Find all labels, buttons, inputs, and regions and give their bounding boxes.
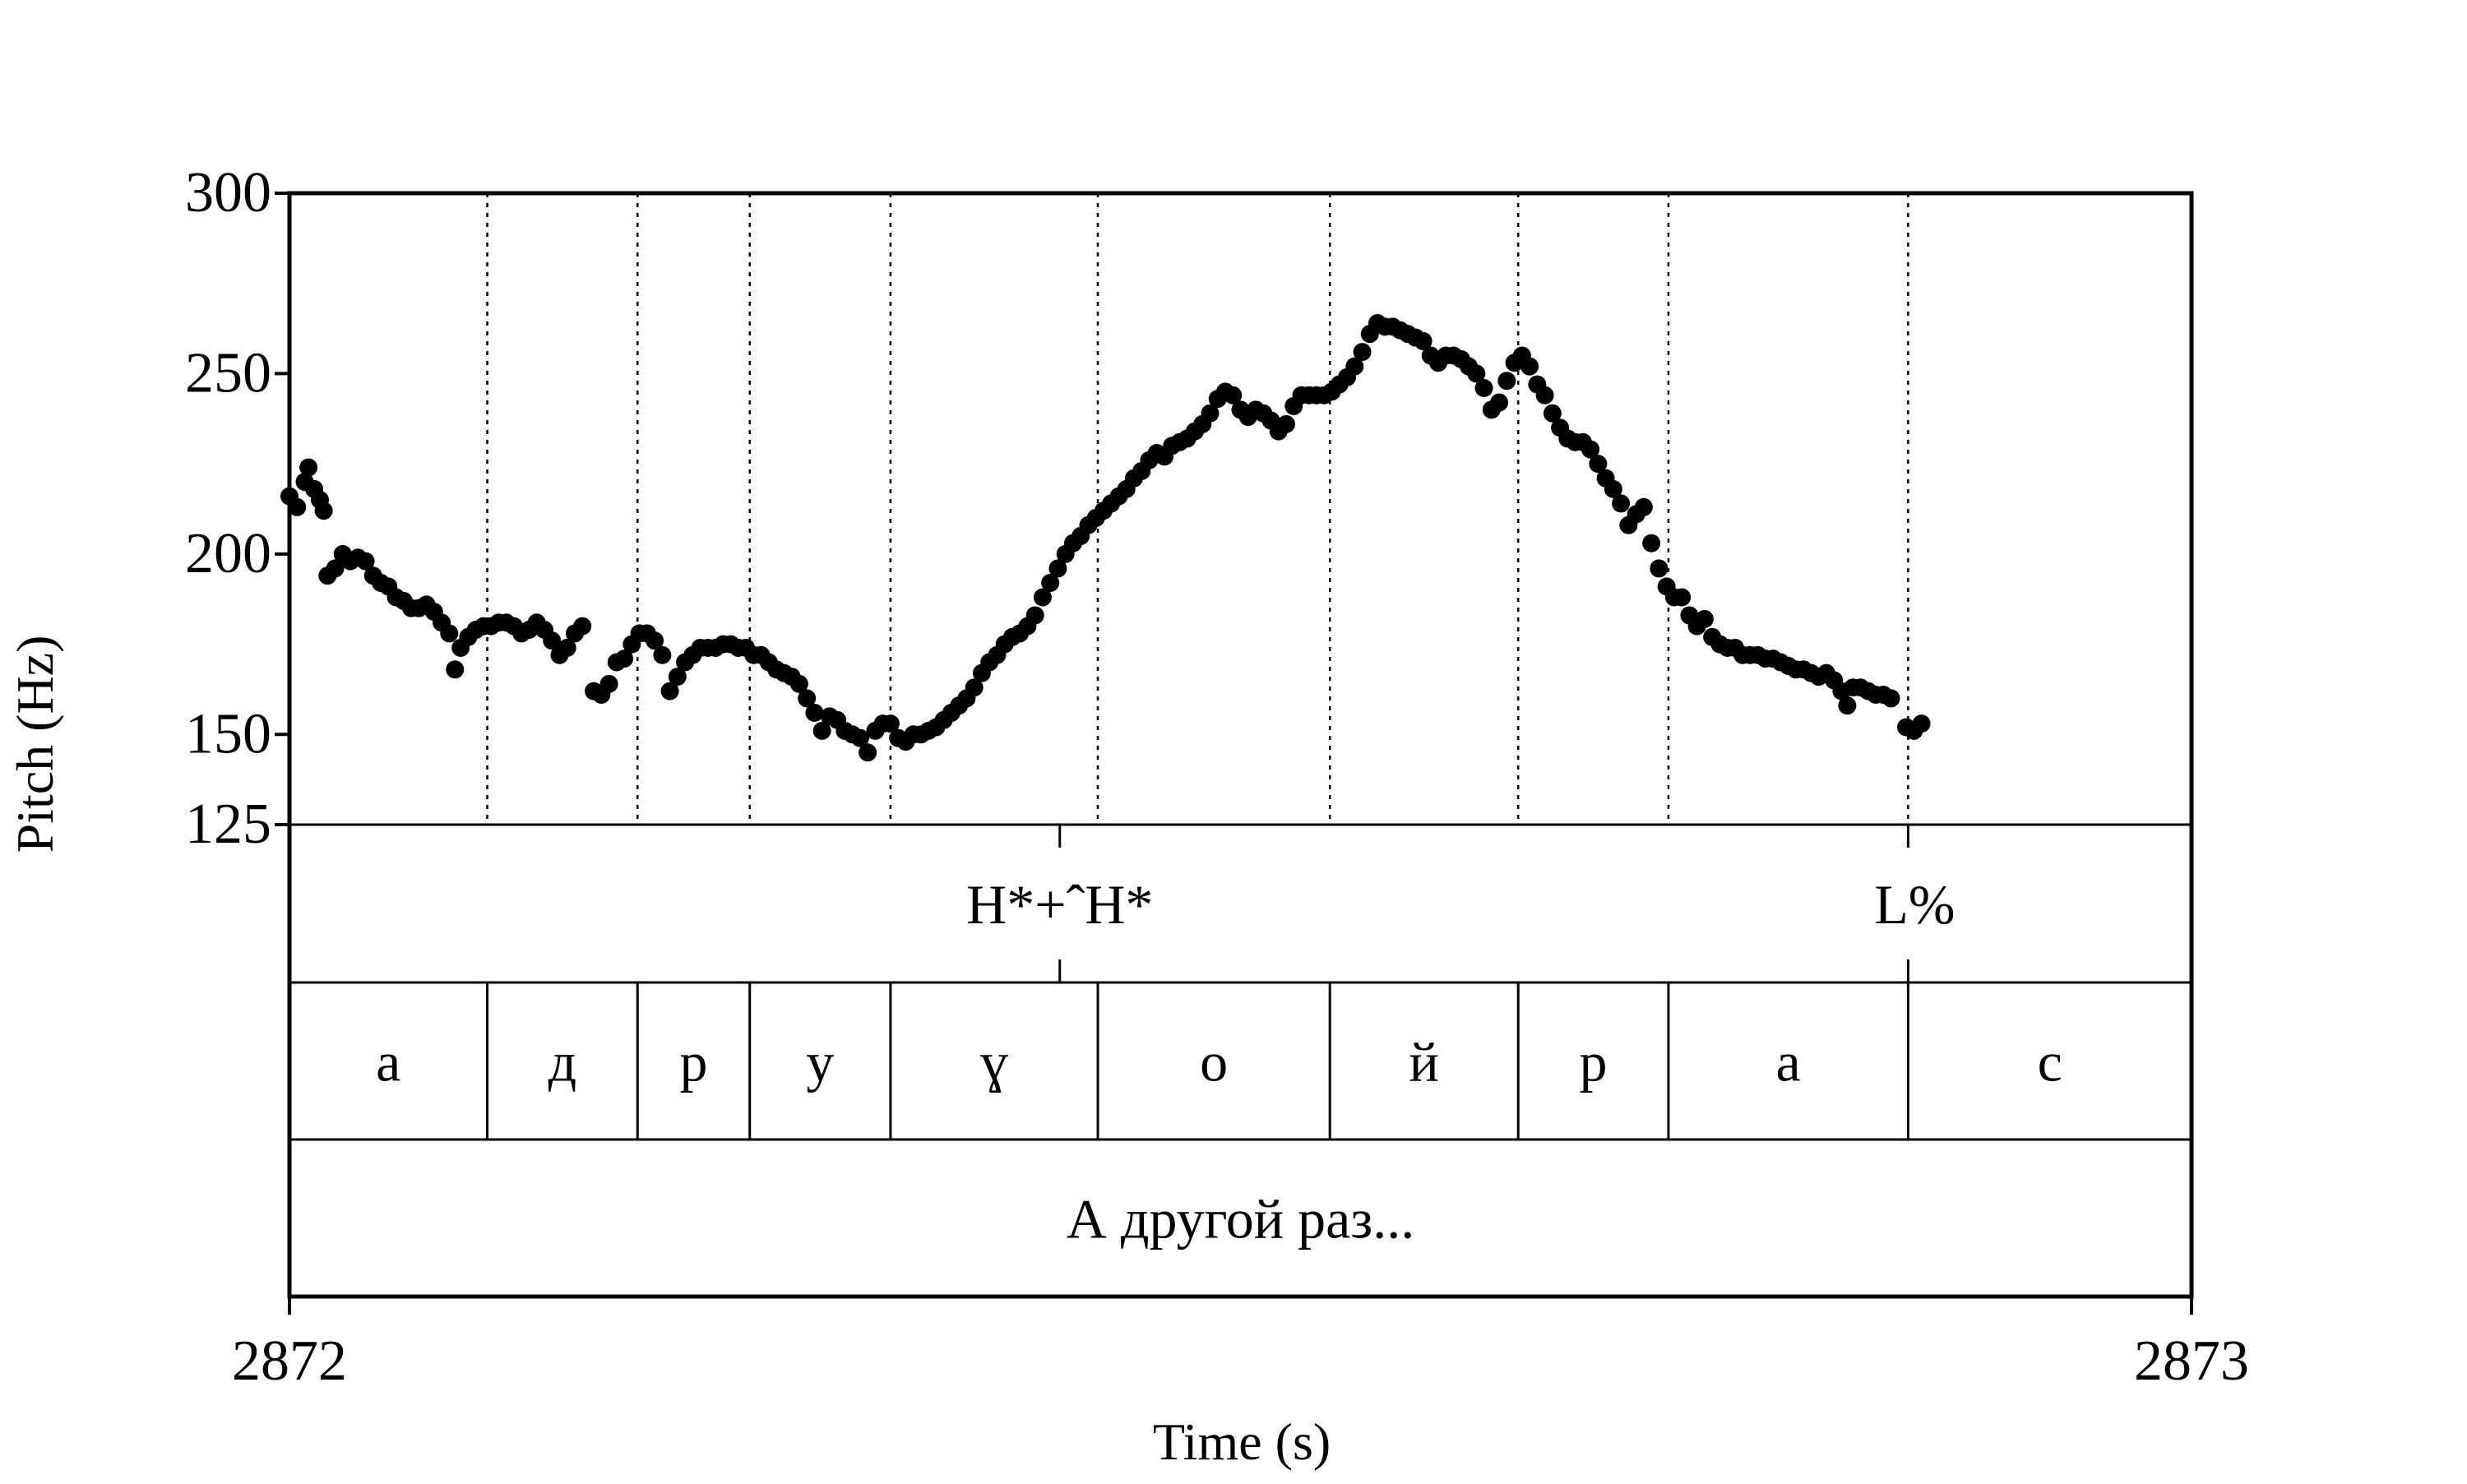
- outer-frame: [287, 191, 2194, 1299]
- pitch-point: [1673, 588, 1692, 607]
- segment-label: с: [2038, 1031, 2062, 1093]
- y-tick-label: 250: [185, 341, 271, 405]
- pitch-point: [446, 660, 465, 679]
- pitch-point: [1467, 364, 1486, 383]
- pitch-point: [1041, 573, 1060, 592]
- pitch-point: [1201, 404, 1220, 423]
- pitch-point: [1520, 357, 1539, 376]
- pitch-point: [881, 714, 900, 733]
- pitch-point: [805, 703, 824, 722]
- y-axis-label: Pitch (Hz): [6, 636, 64, 853]
- pitch-point: [1345, 357, 1364, 376]
- pitch-point: [1634, 497, 1653, 516]
- segment-label: о: [1200, 1031, 1228, 1093]
- pitch-point: [1650, 559, 1669, 578]
- pitch-point: [1025, 606, 1044, 625]
- pitch-point: [1490, 393, 1509, 412]
- pitch-point: [1353, 343, 1372, 362]
- pitch-point: [1604, 479, 1622, 498]
- pitch-point: [1589, 455, 1608, 474]
- segment-label: а: [376, 1031, 400, 1093]
- pitch-point: [1612, 494, 1631, 513]
- pitch-point: [326, 559, 345, 578]
- y-tick-label: 300: [185, 161, 271, 224]
- plot-frame: [287, 191, 2194, 1299]
- pitch-point: [615, 650, 634, 668]
- segment-boundary-grid: [486, 193, 1909, 825]
- pitch-point: [1881, 689, 1900, 708]
- utterance-label: А другой раз...: [1067, 1188, 1414, 1251]
- pitch-point: [1277, 414, 1296, 433]
- tone-label: H*+ˆH*: [966, 873, 1153, 936]
- segment-label: й: [1409, 1031, 1439, 1093]
- pitch-point: [1912, 714, 1931, 733]
- pitch-point: [812, 721, 831, 740]
- pitch-point: [1414, 331, 1433, 350]
- annotation-tiers: H*+ˆH* L% а д р у ɣ о й р а с А другой раз...: [376, 825, 2062, 1251]
- pitch-point: [965, 678, 984, 697]
- pitch-point: [850, 728, 869, 747]
- pitch-point: [798, 689, 817, 708]
- pitch-point: [543, 631, 562, 650]
- pitch-point: [789, 674, 808, 693]
- pitch-point: [1838, 696, 1857, 715]
- segment-label: а: [1776, 1031, 1801, 1093]
- segment-label: р: [680, 1031, 708, 1093]
- segment-label: ɣ: [980, 1031, 1008, 1093]
- pitch-point: [653, 645, 672, 664]
- y-tick-label: 150: [185, 702, 271, 765]
- pitch-point: [573, 617, 592, 636]
- pitch-point: [1497, 372, 1516, 391]
- segment-label: р: [1580, 1031, 1608, 1093]
- pitch-point: [1581, 440, 1600, 459]
- y-tick-label: 125: [185, 793, 271, 856]
- y-tick-label: 200: [185, 522, 271, 585]
- pitch-point: [1695, 609, 1714, 628]
- pitch-point: [660, 682, 679, 700]
- pitch-point: [859, 743, 877, 762]
- pitch-point: [288, 497, 307, 516]
- pitch-point: [1642, 534, 1661, 552]
- pitch-point: [646, 631, 664, 650]
- pitch-points: [280, 313, 1931, 762]
- pitch-point: [440, 624, 459, 643]
- x-tick-label: 2872: [232, 1329, 347, 1393]
- tone-label: L%: [1874, 873, 1955, 936]
- pitch-point: [356, 552, 375, 571]
- pitch-point: [599, 674, 618, 693]
- pitch-point: [1033, 588, 1052, 607]
- pitch-point: [299, 458, 318, 477]
- pitch-point: [1224, 386, 1243, 405]
- pitch-point: [1543, 404, 1562, 423]
- pitch-point: [1535, 386, 1554, 405]
- x-tick-label: 2873: [2134, 1329, 2249, 1393]
- pitch-point: [668, 668, 687, 687]
- x-axis-label: Time (s): [1153, 1412, 1331, 1471]
- axes: Pitch (Hz) Time (s) 300 250 200 150 125 2872 2…: [6, 161, 2249, 1471]
- pitch-point: [1048, 559, 1067, 578]
- segment-label: д: [548, 1031, 577, 1093]
- pitch-point: [1474, 378, 1493, 397]
- segment-label: у: [806, 1031, 834, 1093]
- pitch-point: [314, 502, 333, 520]
- pitch-point: [558, 638, 576, 657]
